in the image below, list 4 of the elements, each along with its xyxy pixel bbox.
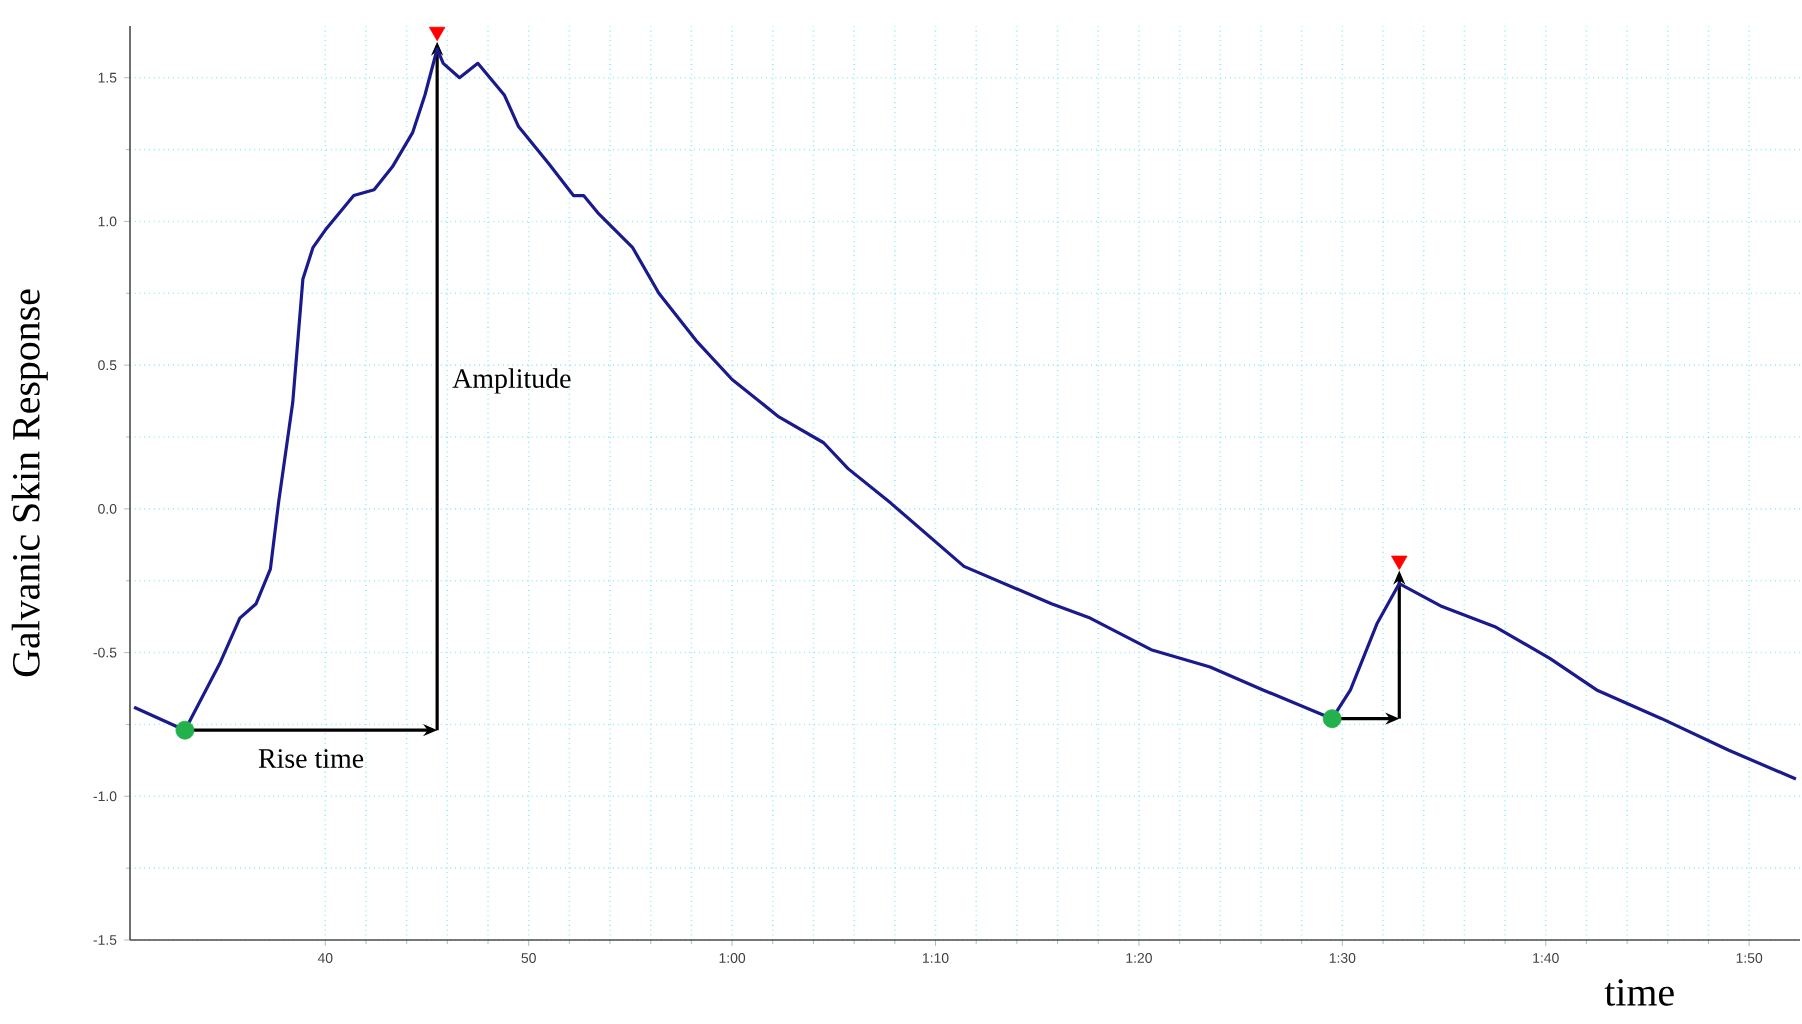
x-axis-title: time: [1604, 979, 1674, 1006]
annotation: Amplitude: [452, 368, 571, 394]
y-axis-title: Galvanic Skin Response: [11, 289, 48, 677]
annotation: Rise time: [258, 749, 364, 768]
